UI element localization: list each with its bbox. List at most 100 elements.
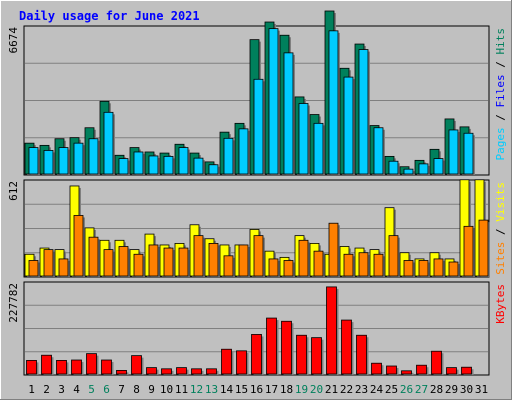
bar-sites-day-12 <box>193 235 204 277</box>
bar-kbytes-day-8 <box>131 355 142 375</box>
y-max-label: 227782 <box>7 283 20 323</box>
bar-kbytes-day-2 <box>41 354 52 375</box>
bar-kbytes-day-6 <box>101 359 112 375</box>
bar-kbytes-day-16 <box>251 334 262 375</box>
bar-kbytes-day-9 <box>146 367 157 375</box>
bar-sites-day-25 <box>388 235 399 277</box>
bar-kbytes-day-30 <box>461 366 472 375</box>
bar-kbytes-day-21 <box>326 286 337 375</box>
legend-top: Pages / Files / Hits <box>494 28 507 161</box>
bar-sites-day-19 <box>298 239 309 277</box>
bar-kbytes-day-14 <box>221 348 232 375</box>
panel-middle: 612 Sites / Visits <box>7 179 507 278</box>
x-tick-label: 31 <box>475 383 488 396</box>
bar-pages-day-15 <box>238 128 249 175</box>
bar-sites-day-1 <box>28 260 39 277</box>
panel-bottom: 227782 KBytes <box>7 281 507 376</box>
bar-kbytes-day-1 <box>26 360 37 375</box>
bar-sites-day-23 <box>358 252 369 277</box>
chart-title: Daily usage for June 2021 <box>19 9 200 23</box>
x-tick-label: 20 <box>310 383 323 396</box>
x-tick-label: 16 <box>250 383 263 396</box>
bar-pages-day-17 <box>268 28 279 175</box>
bar-kbytes-day-19 <box>296 334 307 375</box>
bar-sites-day-21 <box>328 222 339 277</box>
bar-sites-day-20 <box>313 250 324 277</box>
y-max-label: 612 <box>7 181 20 201</box>
bar-sites-day-30 <box>463 225 474 277</box>
bar-sites-day-2 <box>43 249 54 277</box>
bar-pages-day-1 <box>28 147 39 175</box>
bar-kbytes-day-3 <box>56 360 67 375</box>
bar-pages-day-10 <box>163 155 174 175</box>
bar-pages-day-12 <box>193 157 204 175</box>
bar-pages-day-11 <box>178 147 189 175</box>
bar-sites-day-28 <box>433 258 444 277</box>
bar-sites-day-9 <box>148 244 159 277</box>
x-tick-label: 9 <box>148 383 155 396</box>
bar-sites-day-8 <box>133 253 144 277</box>
bar-sites-day-17 <box>268 258 279 277</box>
bar-kbytes-day-15 <box>236 350 247 375</box>
x-tick-label: 4 <box>73 383 80 396</box>
x-tick-label: 30 <box>460 383 473 396</box>
x-tick-label: 26 <box>400 383 413 396</box>
bar-kbytes-day-11 <box>176 367 187 375</box>
x-tick-label: 8 <box>133 383 140 396</box>
x-tick-label: 15 <box>235 383 248 396</box>
chart-panels: 6674 Pages / Files / Hits 612 Sites / Visit… <box>7 10 507 376</box>
bar-kbytes-day-12 <box>191 368 202 375</box>
bar-kbytes-day-26 <box>401 370 412 375</box>
bar-sites-day-3 <box>58 258 69 277</box>
legend-separator: / <box>494 108 507 128</box>
x-tick-label: 10 <box>160 383 173 396</box>
bar-pages-day-25 <box>388 160 399 175</box>
bars-top <box>24 10 475 176</box>
x-tick-label: 28 <box>430 383 443 396</box>
bar-pages-day-30 <box>463 132 474 175</box>
bar-sites-day-4 <box>73 215 84 277</box>
bar-pages-day-21 <box>328 30 339 175</box>
bars-middle <box>24 179 490 277</box>
bar-kbytes-day-5 <box>86 353 97 375</box>
bar-kbytes-day-28 <box>431 350 442 375</box>
bar-pages-day-5 <box>88 138 99 175</box>
x-tick-label: 13 <box>205 383 218 396</box>
x-tick-label: 17 <box>265 383 278 396</box>
x-tick-label: 6 <box>103 383 110 396</box>
bar-sites-day-24 <box>373 253 384 277</box>
legend-separator: / <box>494 222 507 242</box>
bar-kbytes-day-18 <box>281 320 292 375</box>
x-tick-label: 19 <box>295 383 308 396</box>
x-tick-label: 3 <box>58 383 65 396</box>
legend-middle: Sites / Visits <box>494 182 507 275</box>
bar-kbytes-day-22 <box>341 319 352 375</box>
bar-pages-day-9 <box>148 155 159 175</box>
bar-pages-day-24 <box>373 127 384 175</box>
bar-kbytes-day-24 <box>371 362 382 375</box>
legend-bottom: KBytes <box>494 284 507 324</box>
bar-kbytes-day-29 <box>446 367 457 375</box>
bar-sites-day-11 <box>178 247 189 277</box>
x-tick-label: 5 <box>88 383 95 396</box>
x-tick-label: 24 <box>370 383 384 396</box>
bar-kbytes-day-7 <box>116 370 127 375</box>
x-tick-label: 12 <box>190 383 203 396</box>
bar-pages-day-18 <box>283 52 294 175</box>
legend-entry: KBytes <box>494 284 507 324</box>
bar-kbytes-day-23 <box>356 334 367 375</box>
bar-sites-day-6 <box>103 249 114 277</box>
bar-sites-day-15 <box>238 244 249 277</box>
bar-pages-day-16 <box>253 78 264 175</box>
bar-sites-day-7 <box>118 246 129 277</box>
bar-kbytes-day-13 <box>206 368 217 375</box>
bar-pages-day-23 <box>358 49 369 175</box>
x-tick-label: 18 <box>280 383 293 396</box>
x-tick-label: 1 <box>28 383 35 396</box>
bar-pages-day-4 <box>73 142 84 175</box>
bar-pages-day-7 <box>118 158 129 175</box>
bar-sites-day-5 <box>88 236 99 277</box>
y-max-label: 6674 <box>7 27 20 54</box>
bar-sites-day-13 <box>208 243 219 277</box>
x-tick-label: 7 <box>118 383 125 396</box>
